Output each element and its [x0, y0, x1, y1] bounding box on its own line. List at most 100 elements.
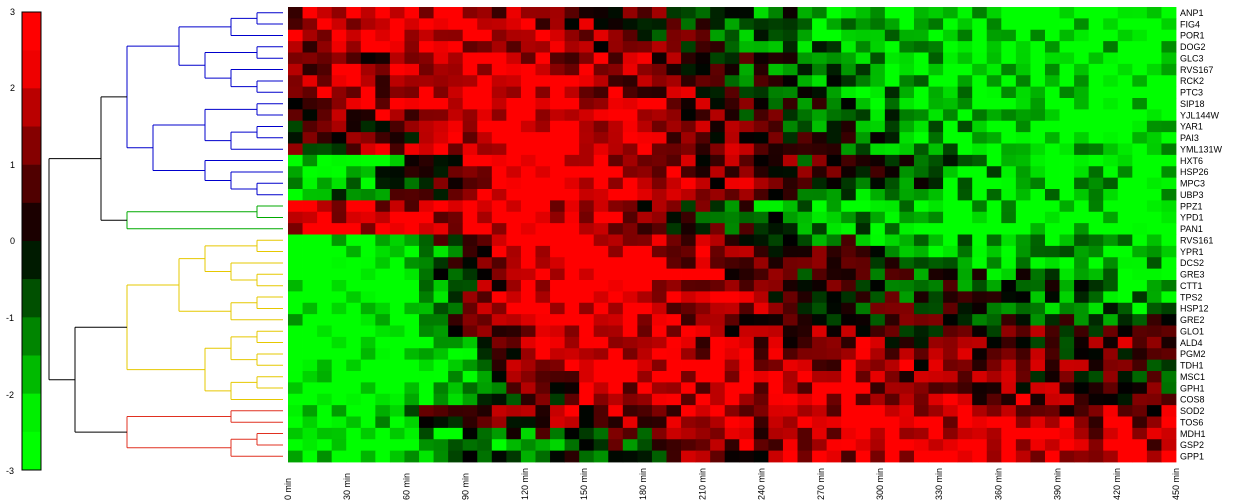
gene-label: PPZ1	[1180, 201, 1203, 211]
heatmap-cell	[812, 41, 828, 53]
heatmap-cell	[375, 405, 391, 417]
heatmap-cell	[1161, 336, 1177, 349]
heatmap-cell	[331, 245, 347, 258]
heatmap-cell	[870, 371, 886, 383]
heatmap-cell	[1015, 393, 1031, 406]
heatmap-cell	[564, 291, 580, 304]
heatmap-cell	[899, 109, 915, 122]
heatmap-cell	[593, 393, 609, 406]
heatmap-cell	[782, 41, 798, 53]
time-label: 240 min	[757, 468, 767, 500]
heatmap-cell	[812, 314, 828, 326]
heatmap-cell	[1074, 143, 1090, 156]
heatmap-cell	[724, 52, 740, 65]
heatmap-cell	[491, 348, 507, 361]
heatmap-cell	[884, 75, 900, 88]
heatmap-cell	[535, 382, 551, 395]
heatmap-cell	[739, 120, 755, 133]
heatmap-cell	[666, 211, 682, 224]
heatmap-cell	[535, 291, 551, 304]
heatmap-cell	[812, 393, 828, 406]
heatmap-cell	[681, 427, 697, 440]
heatmap-cell	[564, 41, 580, 53]
heatmap-cell	[317, 109, 333, 122]
heatmap-cell	[535, 200, 551, 213]
heatmap-cell	[550, 98, 565, 110]
heatmap-cell	[651, 189, 667, 201]
heatmap-cell	[695, 18, 711, 31]
heatmap-cell	[389, 211, 405, 224]
heatmap-cell	[855, 109, 871, 122]
heatmap-cell	[1030, 268, 1046, 281]
heatmap-cell	[972, 86, 988, 99]
heatmap-cell	[972, 427, 988, 440]
heatmap-cell	[317, 291, 333, 304]
heatmap-cell	[550, 154, 565, 167]
heatmap-cell	[986, 393, 1002, 406]
gene-label: HSP12	[1180, 304, 1209, 314]
heatmap-cell	[1030, 405, 1046, 417]
heatmap-cell	[1001, 268, 1017, 281]
heatmap-cell	[419, 245, 434, 258]
heatmap-cell	[1044, 189, 1060, 201]
heatmap-cell	[404, 257, 420, 270]
heatmap-cell	[957, 257, 973, 270]
heatmap-cell	[1059, 154, 1075, 167]
heatmap-cell	[317, 450, 333, 463]
heatmap-cell	[870, 109, 886, 122]
heatmap-cell	[855, 450, 871, 463]
heatmap-cell	[593, 302, 609, 315]
heatmap-cell	[870, 450, 886, 463]
heatmap-cell	[1132, 154, 1148, 167]
heatmap-cell	[1001, 98, 1017, 110]
heatmap-cell	[1132, 143, 1148, 156]
heatmap-cell	[448, 166, 464, 179]
heatmap-cell	[317, 427, 333, 440]
heatmap-cell	[622, 314, 638, 326]
heatmap-cell	[797, 98, 813, 110]
heatmap-cell	[520, 302, 536, 315]
heatmap-cell	[419, 382, 434, 395]
heatmap-cell	[637, 98, 653, 110]
heatmap-cell	[972, 348, 988, 361]
heatmap-cell	[928, 120, 944, 133]
heatmap-cell	[957, 200, 973, 213]
heatmap-cell	[317, 325, 333, 338]
heatmap-cell	[550, 223, 565, 235]
heatmap-cell	[753, 86, 769, 99]
heatmap-cell	[506, 325, 522, 338]
time-label: 30 min	[342, 473, 352, 500]
heatmap-cell	[448, 29, 464, 42]
heatmap-cell	[419, 439, 434, 452]
heatmap-cell	[593, 98, 609, 110]
colorbar-step	[22, 88, 41, 127]
heatmap-cell	[375, 211, 391, 224]
colorbar-step	[22, 12, 41, 51]
heatmap-cell	[331, 86, 347, 99]
heatmap-cell	[288, 120, 303, 133]
heatmap-cell	[506, 132, 522, 144]
heatmap-cell	[477, 86, 493, 99]
heatmap-cell	[346, 393, 362, 406]
heatmap-cell	[506, 143, 522, 156]
heatmap-cell	[826, 427, 842, 440]
heatmap-cell	[491, 325, 507, 338]
heatmap-cell	[681, 359, 697, 372]
heatmap-cell	[739, 416, 755, 429]
heatmap-cell	[491, 302, 507, 315]
heatmap-cell	[651, 166, 667, 179]
heatmap-cell	[462, 325, 478, 338]
heatmap-cell	[710, 154, 726, 167]
heatmap-cell	[753, 223, 769, 235]
heatmap-cell	[1015, 257, 1031, 270]
heatmap-cell	[884, 405, 900, 417]
heatmap-cell	[462, 439, 478, 452]
heatmap-cell	[972, 211, 988, 224]
colorbar-tick-label: -1	[6, 313, 14, 323]
gene-label: GRE2	[1180, 315, 1205, 325]
heatmap-cell	[841, 393, 857, 406]
heatmap-cell	[739, 63, 755, 76]
heatmap-cell	[433, 41, 449, 53]
heatmap-cell	[389, 257, 405, 270]
heatmap-cell	[724, 41, 740, 53]
